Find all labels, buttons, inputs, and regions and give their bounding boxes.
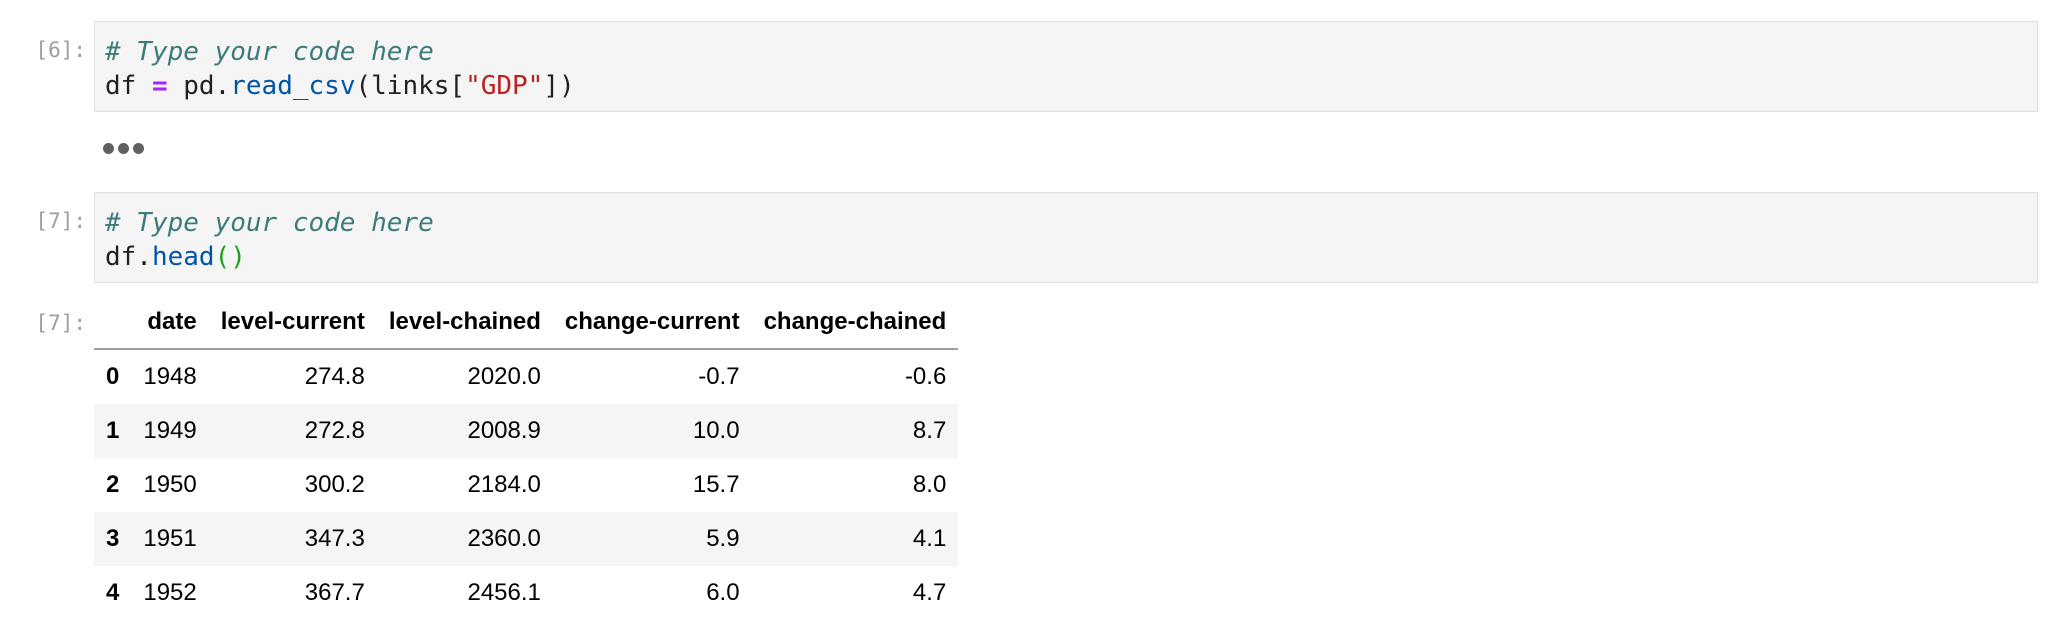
ellipsis-dot — [118, 143, 129, 154]
code-token-op: = — [151, 71, 168, 101]
code-token-func: head — [151, 242, 215, 272]
table-cell: 5.9 — [706, 525, 740, 552]
row-index: 0 — [106, 363, 120, 390]
code-token-comment: # Type your code here — [105, 37, 434, 67]
code-line: df = pd.read_csv(links["GDP"]) — [105, 69, 2027, 103]
table-cell: 274.8 — [304, 363, 365, 390]
table-cell: 10.0 — [692, 417, 740, 444]
table-cell: 2184.0 — [467, 471, 541, 498]
output-prompt-7: [7]: — [35, 311, 86, 335]
code-token-plain: df. — [105, 242, 152, 272]
code-line: # Type your code here — [105, 35, 2027, 69]
column-header-level-current: level-current — [208, 296, 377, 350]
code-token-str: "GDP" — [465, 71, 544, 101]
column-header-date: date — [131, 296, 209, 350]
code-line: df.head() — [105, 240, 2027, 274]
code-token-paren: () — [214, 242, 246, 272]
table-cell: 347.3 — [304, 525, 365, 552]
code-token-plain: df — [105, 71, 152, 101]
code-token-plain: pd. — [167, 71, 231, 101]
code-line: # Type your code here — [105, 206, 2027, 240]
row-index: 1 — [106, 417, 120, 444]
code-cell-read-csv[interactable]: # Type your code here df = pd.read_csv(li… — [94, 21, 2038, 112]
table-header-row: date level-current level-chained change-cur… — [94, 296, 959, 350]
table-cell: -0.7 — [698, 363, 740, 390]
column-header-change-current: change-current — [552, 296, 752, 350]
ellipsis-dot — [133, 143, 144, 154]
table-cell: -0.6 — [904, 363, 947, 390]
table-cell: 2360.0 — [467, 525, 541, 552]
table-row: 0 1948 274.8 2020.0 -0.7 -0.6 — [94, 349, 958, 404]
table-cell: 2020.0 — [467, 363, 541, 390]
table-cell: 15.7 — [692, 471, 740, 498]
table-cell: 1948 — [143, 363, 197, 390]
index-header — [94, 296, 132, 350]
collapsed-output-ellipsis-icon[interactable] — [103, 143, 144, 154]
dataframe-output-table: date level-current level-chained change-cur… — [94, 296, 959, 620]
table-cell: 2008.9 — [467, 417, 541, 444]
table-row: 3 1951 347.3 2360.0 5.9 4.1 — [94, 512, 959, 566]
cell-prompt-7: [7]: — [35, 209, 86, 233]
row-index: 2 — [106, 471, 120, 498]
table-cell: 367.7 — [304, 579, 365, 606]
table-cell: 8.0 — [912, 471, 947, 498]
row-index: 3 — [106, 525, 120, 552]
table-row: 2 1950 300.2 2184.0 15.7 8.0 — [94, 458, 958, 512]
table-cell: 1949 — [143, 417, 197, 444]
table-cell: 6.0 — [706, 579, 740, 606]
table-cell: 8.7 — [912, 417, 947, 444]
table-cell: 2456.1 — [467, 579, 541, 606]
code-token-plain: ]) — [543, 71, 575, 101]
table-cell: 1952 — [143, 579, 197, 606]
code-token-comment: # Type your code here — [105, 208, 434, 238]
cell-prompt-6: [6]: — [35, 38, 86, 62]
column-header-level-chained: level-chained — [376, 296, 553, 350]
table-row: 1 1949 272.8 2008.9 10.0 8.7 — [94, 404, 959, 458]
table-cell: 1950 — [143, 471, 197, 498]
code-token-plain: (links[ — [355, 71, 466, 101]
code-token-func: read_csv — [230, 71, 356, 101]
ellipsis-dot — [103, 143, 114, 154]
table-cell: 4.7 — [912, 579, 947, 606]
table-row: 4 1952 367.7 2456.1 6.0 4.7 — [94, 566, 958, 620]
table-cell: 1951 — [143, 525, 197, 552]
code-cell-head[interactable]: # Type your code here df.head() — [94, 192, 2038, 283]
column-header-change-chained: change-chained — [751, 296, 959, 350]
table-cell: 4.1 — [912, 525, 947, 552]
table-cell: 300.2 — [304, 471, 365, 498]
table-cell: 272.8 — [304, 417, 365, 444]
row-index: 4 — [106, 579, 120, 606]
